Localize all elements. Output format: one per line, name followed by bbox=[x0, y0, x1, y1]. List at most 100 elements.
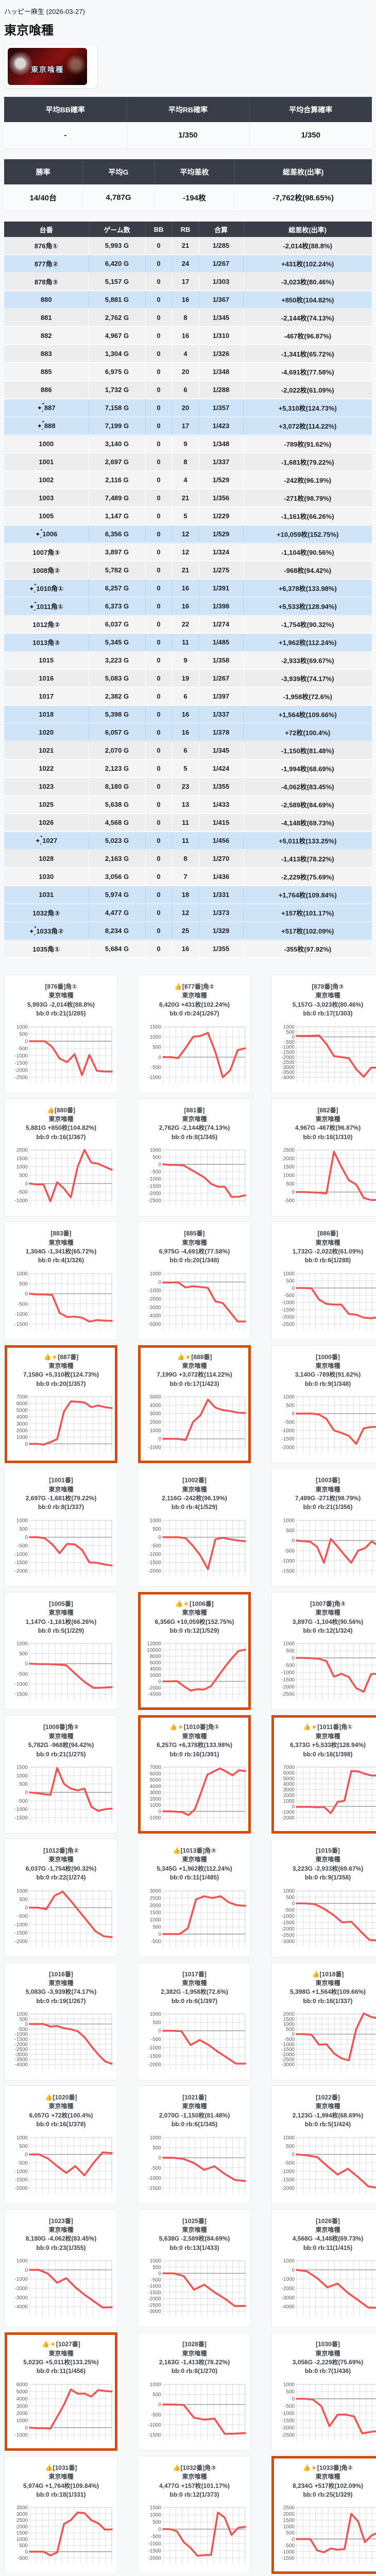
games-cell: 4,477 G bbox=[89, 904, 146, 922]
machine-chart-card[interactable]: [1003番] 東京喰種 7,489G -271枚(98.79%) bb:0 rb:2… bbox=[271, 1468, 376, 1587]
machine-chart-card[interactable]: [886番] 東京喰種 1,732G -2,022枚(61.09%) bb:0 rb:… bbox=[271, 1222, 376, 1340]
machine-chart-card[interactable]: [878番]角③ 東京喰種 5,157G -3,023枚(80.46%) bb:0 r… bbox=[271, 975, 376, 1093]
rb-cell: 11 bbox=[172, 832, 199, 850]
machine-chart-card[interactable]: 👍★[1033番]角② 東京喰種 8,234G +517枚(102.09%) bb:0… bbox=[271, 2455, 376, 2574]
machine-chart-card[interactable]: 👍★[887番] 東京喰種 7,158G +5,310枚(124.73%) bb:0 … bbox=[5, 1345, 117, 1464]
chart-card-bonus-line: bb:0 rb:12(1/529) bbox=[169, 1626, 219, 1634]
machine-chart-card[interactable]: [1026番] 東京喰種 4,568G -4,148枚(69.73%) bb:0 rb… bbox=[271, 2209, 376, 2328]
bb-cell: 0 bbox=[145, 886, 173, 904]
svg-text:-3000: -3000 bbox=[281, 1939, 295, 1944]
chart-card-title: 👍[877番]角② 東京喰種 6,420G +431枚(102.24%) bb:0 r… bbox=[140, 982, 249, 1019]
machine-chart-card[interactable]: [1002番] 東京喰種 2,116G -242枚(96.19%) bb:0 rb:4… bbox=[138, 1468, 251, 1587]
svg-text:500: 500 bbox=[152, 1527, 161, 1532]
diff-trend-line bbox=[296, 2397, 376, 2434]
machine-chart-card[interactable]: 👍★[888番] 東京喰種 7,199G +3,072枚(114.22%) bb:0 … bbox=[138, 1345, 251, 1464]
machine-no-cell: 882 bbox=[4, 327, 89, 345]
machine-chart-card[interactable]: [1005番] 東京喰種 1,147G -1,161枚(66.26%) bb:0 rb… bbox=[5, 1591, 117, 1710]
svg-text:-500: -500 bbox=[18, 1301, 28, 1307]
machine-chart-card[interactable]: [1017番] 東京喰種 2,382G -1,958枚(72.6%) bb:0 rb:… bbox=[138, 1962, 251, 2081]
machine-chart-card[interactable]: [885番] 東京喰種 6,975G -4,691枚(77.58%) bb:0 rb:… bbox=[138, 1222, 251, 1340]
thumbs-up-icon: 👍 bbox=[177, 1353, 185, 1361]
machine-table-body: 876角① 5,993 G 0 21 1/285 -2,014枚(88.8%) 877角② 6… bbox=[4, 237, 372, 958]
diff-cell: -2,014枚(88.8%) bbox=[243, 237, 372, 255]
trend-chart: 1000 500 0 -500 -1000 -1500 -2000 bbox=[148, 2012, 246, 2071]
svg-text:500: 500 bbox=[19, 1173, 28, 1179]
machine-chart-card[interactable]: [1022番] 東京喰種 2,123G -1,994枚(68.69%) bb:0 rb… bbox=[271, 2086, 376, 2204]
svg-text:-500: -500 bbox=[18, 1046, 28, 1052]
svg-text:-500: -500 bbox=[151, 1064, 161, 1070]
machine-chart-card[interactable]: 👍[1013番]角③ 東京喰種 5,345G +1,962枚(112.24%) bb:… bbox=[138, 1838, 251, 1957]
chart-card-model-line: 東京喰種 bbox=[182, 992, 207, 999]
chart-card-stats-line: 3,223G -2,933枚(69.67%) bbox=[292, 1865, 364, 1872]
machine-chart-card[interactable]: [1021番] 東京喰種 2,070G -1,150枚(81.48%) bb:0 rb… bbox=[138, 2086, 251, 2204]
gassan-cell: 1/355 bbox=[199, 940, 244, 958]
thumbs-up-icon: 👍 bbox=[45, 2094, 53, 2102]
machine-chart-card[interactable]: [1001番] 東京喰種 2,697G -1,681枚(79.22%) bb:0 rb… bbox=[5, 1468, 117, 1587]
machine-chart-card[interactable]: [1012番]角② 東京喰種 6,037G -1,754枚(90.32%) bb:0 … bbox=[5, 1838, 117, 1957]
machine-chart-card[interactable]: 👍[1020番] 東京喰種 6,057G +72枚(100.4%) bb:0 rb:1… bbox=[5, 2086, 117, 2204]
thumbs-up-icon: 👍 bbox=[169, 1723, 178, 1731]
svg-text:0: 0 bbox=[25, 1905, 28, 1911]
machine-chart-card[interactable]: [1016番] 東京喰種 5,083G -3,939枚(74.17%) bb:0 rb… bbox=[5, 1962, 117, 2081]
diff-cell: +5,533枚(128.94%) bbox=[243, 597, 372, 616]
rb-cell: 12 bbox=[172, 904, 199, 922]
breadcrumb[interactable]: ハッピー麻生 (2026-03-27) bbox=[4, 8, 85, 15]
machine-chart-card[interactable]: [1008番]角② 東京喰種 5,782G -968枚(94.42%) bb:0 rb… bbox=[5, 1715, 117, 1834]
machine-chart-card[interactable]: [876番]角① 東京喰種 5,993G -2,014枚(88.8%) bb:0 rb… bbox=[5, 975, 117, 1093]
trend-chart: 1500 1000 5000-500-1000 -1500 -2000 bbox=[148, 2505, 246, 2564]
svg-text:-1500: -1500 bbox=[148, 1560, 161, 1566]
svg-text:-1000: -1000 bbox=[281, 1428, 295, 1434]
diff-trend-line bbox=[162, 1399, 246, 1442]
svg-text:-2000: -2000 bbox=[148, 1296, 161, 1302]
svg-text:0: 0 bbox=[158, 2271, 161, 2277]
trend-chart: 1000 500 0 -500 -1000 -1500 bbox=[14, 1641, 113, 1700]
chart-card-machine-line: 👍[1013番]角③ bbox=[173, 1846, 216, 1854]
machine-chart-card[interactable]: [883番] 東京喰種 1,304G -1,341枚(65.72%) bb:0 rb:… bbox=[5, 1222, 117, 1340]
chart-card-machine-line: [1017番] bbox=[182, 1970, 207, 1978]
chart-card-model-line: 東京喰種 bbox=[48, 2226, 74, 2234]
machine-chart-card[interactable]: [1007番]角③ 東京喰種 3,897G -1,104枚(90.56%) bb:0 … bbox=[271, 1591, 376, 1710]
svg-text:-3500: -3500 bbox=[281, 1070, 295, 1075]
machine-chart-card[interactable]: 👍★[1011番]角① 東京喰種 6,373G +5,533枚(128.94%) bb… bbox=[271, 1715, 376, 1834]
machine-chart-card[interactable]: 👍★[1006番] 東京喰種 6,356G +10,059枚(152.75%) bb:… bbox=[138, 1591, 251, 1710]
svg-text:-1000: -1000 bbox=[14, 2032, 28, 2038]
chart-card-bonus-line: bb:0 rb:5(1/424) bbox=[304, 2121, 351, 2128]
machine-chart-card[interactable]: [882番] 東京喰種 4,967G -467枚(96.87%) bb:0 rb:16… bbox=[271, 1098, 376, 1217]
machine-chart-card[interactable]: 👍[1018番] 東京喰種 5,398G +1,564枚(109.66%) bb:0 … bbox=[271, 1962, 376, 2081]
chart-card-machine-line: [1003番] bbox=[316, 1477, 340, 1484]
svg-text:-1500: -1500 bbox=[281, 1436, 295, 1442]
chart-card-title: [1022番] 東京喰種 2,123G -1,994枚(68.69%) bb:0 rb… bbox=[273, 2093, 376, 2129]
machine-chart-card[interactable]: 👍[877番]角② 東京喰種 6,420G +431枚(102.24%) bb:0 r… bbox=[138, 975, 251, 1093]
trend-chart: 1000 0 -1000 -2000 -3000 -4000 bbox=[14, 2259, 113, 2317]
machine-chart-card[interactable]: [1015番] 東京喰種 3,223G -2,933枚(69.67%) bb:0 rb… bbox=[271, 1838, 376, 1957]
machine-chart-card[interactable]: [1000番] 東京喰種 3,140G -789枚(91.62%) bb:0 rb:9… bbox=[271, 1345, 376, 1464]
rb-cell: 12 bbox=[172, 525, 199, 544]
games-cell: 5,157 G bbox=[89, 273, 146, 291]
machine-chart-card[interactable]: [1025番] 東京喰種 5,638G -2,589枚(84.69%) bb:0 rb… bbox=[138, 2209, 251, 2328]
star-icon: ★ bbox=[311, 2464, 317, 2471]
machine-chart-card[interactable]: 👍[1031番] 東京喰種 5,974G +1,764枚(109.84%) bb:0 … bbox=[5, 2455, 117, 2574]
svg-text:500: 500 bbox=[152, 1924, 161, 1930]
bb-cell: 0 bbox=[145, 255, 173, 273]
col-avg-bb: 平均BB確率 bbox=[4, 97, 127, 122]
machine-chart-card[interactable]: 👍[1032番]角③ 東京喰種 4,477G +157枚(101.17%) bb:0 … bbox=[138, 2455, 251, 2574]
machine-chart-card[interactable]: 👍★[1010番]角① 東京喰種 6,257G +6,378枚(133.98%) bb… bbox=[138, 1715, 251, 1834]
diff-cell: -1,150枚(81.48%) bbox=[243, 741, 372, 760]
gassan-cell: 1/378 bbox=[199, 723, 244, 742]
games-cell: 6,257 G bbox=[89, 579, 146, 598]
svg-text:1000: 1000 bbox=[150, 2513, 162, 2518]
svg-text:-2500: -2500 bbox=[148, 2302, 161, 2308]
machine-chart-card[interactable]: [1030番] 東京喰種 3,056G -2,229枚(75.69%) bb:0 rb… bbox=[271, 2332, 376, 2451]
rb-cell: 21 bbox=[172, 489, 199, 507]
machine-chart-card[interactable]: [1028番] 東京喰種 2,163G -1,413枚(78.22%) bb:0 rb… bbox=[138, 2332, 251, 2451]
game-banner-card[interactable]: 東京喰種 bbox=[4, 44, 98, 89]
machine-chart-card[interactable]: 👍★[1027番] 東京喰種 5,023G +5,011枚(133.25%) bb:0… bbox=[5, 2332, 117, 2451]
thumbs-up-icon: 👍 bbox=[43, 1353, 52, 1361]
col-rb: RB bbox=[172, 222, 199, 237]
machine-chart-card[interactable]: [1023番] 東京喰種 8,180G -4,062枚(83.45%) bb:0 rb… bbox=[5, 2209, 117, 2328]
svg-text:1000: 1000 bbox=[16, 2012, 28, 2018]
machine-chart-card[interactable]: [881番] 東京喰種 2,762G -2,144枚(74.13%) bb:0 rb:… bbox=[138, 1098, 251, 1217]
gassan-cell: 1/275 bbox=[199, 561, 244, 580]
machine-chart-card[interactable]: 👍[880番] 東京喰種 5,881G +850枚(104.82%) bb:0 rb:… bbox=[5, 1098, 117, 1217]
trend-chart: 1000 500 0 -500 -1000 -1500 bbox=[281, 1518, 376, 1577]
